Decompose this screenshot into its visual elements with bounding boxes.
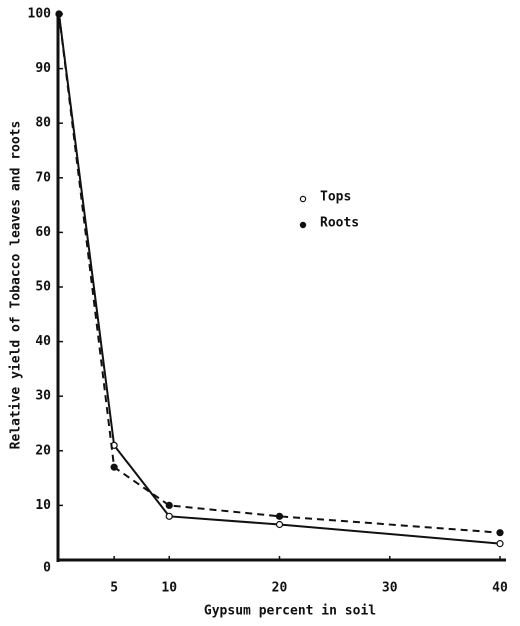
data-point	[496, 540, 504, 548]
y-axis-title: Relative yield of Tobacco leaves and roo…	[9, 121, 24, 450]
x-tick-label: 10	[161, 581, 177, 596]
y-tick-label: 100	[28, 7, 52, 22]
y-tick-label: 0	[43, 561, 51, 576]
x-axis-title: Gypsum percent in soil	[204, 604, 376, 619]
y-tick-label: 60	[35, 225, 51, 240]
x-tick-label: 20	[272, 581, 288, 596]
x-tick-label: 5	[110, 581, 118, 596]
series-line	[58, 13, 501, 534]
x-tick-label: 40	[492, 581, 508, 596]
y-tick-label: 20	[35, 443, 51, 458]
data-point	[55, 10, 63, 18]
y-tick-label: 10	[35, 498, 51, 513]
legend-label: Tops	[320, 190, 351, 205]
y-tick-label: 70	[35, 170, 51, 185]
data-point	[110, 463, 118, 471]
data-point	[496, 529, 504, 537]
y-tick-label: 90	[35, 61, 51, 76]
y-tick-label: 30	[35, 389, 51, 404]
legend-marker	[299, 221, 307, 229]
y-tick-label: 40	[35, 334, 51, 349]
data-point	[165, 501, 173, 509]
legend-label: Roots	[320, 216, 359, 231]
y-tick-label: 50	[35, 280, 51, 295]
y-tick-label: 80	[35, 116, 51, 131]
data-point	[165, 512, 173, 520]
x-tick-label: 30	[382, 581, 398, 596]
data-point	[275, 512, 284, 520]
data-point	[275, 520, 284, 529]
legend-marker	[299, 195, 307, 203]
series-line	[58, 13, 501, 545]
